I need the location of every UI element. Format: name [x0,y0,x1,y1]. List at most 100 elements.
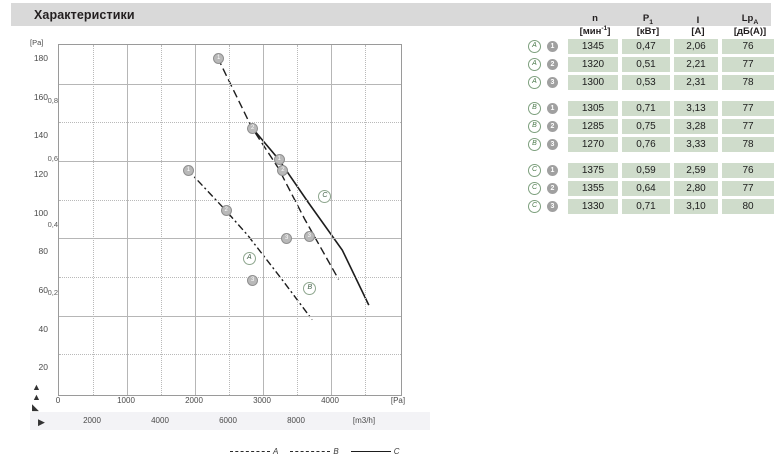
legend-swatch-b [290,451,331,452]
cell-lpa: 77 [722,100,774,116]
x-axis-arrow-icon: ▶ [38,417,45,427]
x-axis-secondary-tick: 4000 [151,416,169,425]
table-row[interactable]: A 1 1345 0,47 2,06 76 [520,38,778,54]
legend-swatch-c [350,451,391,452]
table-header-row: n [мин-1] P1 [кВт] I [A] LpA [дБ(A)] [520,0,778,38]
cell-p1: 0,71 [622,198,670,214]
table-header-n-label: n [592,13,598,24]
legend-label-b: B [333,447,339,456]
curve-letter-badge: A [528,75,541,89]
cell-n: 1355 [568,180,618,196]
x-axis-tick: [Pa] [390,396,406,405]
cell-n: 1270 [568,136,618,152]
x-axis-tick: 1000 [117,396,135,405]
gridline-horizontal [59,277,401,278]
cell-lpa: 80 [722,198,774,214]
y-axis-tick: 120 [33,169,48,179]
operating-point-marker: 1 [273,154,285,166]
cell-i: 2,59 [674,162,718,178]
curve-letter-badge: C [528,199,541,213]
x-axis-tick: 2000 [185,396,203,405]
cell-n: 1285 [568,118,618,134]
y-axis-tick: 40 [38,323,48,334]
operating-point-marker: 3 [281,232,293,244]
cell-i: 2,80 [674,180,718,196]
x-axis-tick: 3000 [253,396,271,405]
speed-step-badge: 3 [547,200,558,212]
chart-legend: A B C [230,447,399,456]
table-row[interactable]: A 3 1300 0,53 2,31 78 [520,74,778,90]
cell-lpa: 76 [722,38,774,54]
page-title: Характеристики [34,8,135,22]
table-header-p1: P1 [кВт] [622,13,674,38]
legend-swatch-a [230,451,270,452]
curve-letter-badge: C [528,181,541,195]
gridline-horizontal [59,161,401,162]
speed-step-badge: 2 [547,182,558,194]
gridline-vertical [331,45,332,395]
x-axis-secondary-tick: [m3/h] [352,416,376,425]
curve-a [186,169,313,321]
table-header-lpa: LpA [дБ(A)] [722,13,778,38]
speed-step-badge: 1 [547,164,558,176]
curve-letter-badge: B [528,119,541,133]
table-group-spacer [520,92,778,100]
cell-p1: 0,47 [622,38,670,54]
table-row[interactable]: C 3 1330 0,71 3,10 80 [520,198,778,214]
cell-i: 3,28 [674,118,718,134]
table-row[interactable]: C 1 1375 0,59 2,59 76 [520,162,778,178]
operating-point-marker: 1 [182,165,194,177]
curve-letter-badge: C [528,163,541,177]
cell-i: 3,10 [674,198,718,214]
table-header-lpa-label: LpA [741,13,759,27]
table-header-n-unit: [мин-1] [579,24,611,38]
table-row[interactable]: C 2 1355 0,64 2,80 77 [520,180,778,196]
speed-step-badge: 2 [547,58,558,70]
cell-p1: 0,76 [622,136,670,152]
gridline-horizontal [59,238,401,240]
table-row[interactable]: A 2 1320 0,51 2,21 77 [520,56,778,72]
table-row[interactable]: B 3 1270 0,76 3,33 78 [520,136,778,152]
cell-n: 1305 [568,100,618,116]
cell-p1: 0,53 [622,74,670,90]
y-axis-unit-label: [Pa] [30,38,44,47]
performance-chart: [Pa] 180 160 140 120 100 80 60 40 20 0,8 0,6 0,4 0,… [0,30,460,456]
cell-lpa: 77 [722,56,774,72]
table-header-p1-label: P1 [642,13,654,27]
table-row[interactable]: B 1 1305 0,71 3,13 77 [520,100,778,116]
speed-step-badge: 1 [547,40,558,52]
y-axis-tick: 140 [33,130,48,141]
cell-n: 1345 [568,38,618,54]
cell-n: 1300 [568,74,618,90]
table-group-spacer [520,154,778,162]
table-row[interactable]: B 2 1285 0,75 3,28 77 [520,118,778,134]
gridline-vertical [195,45,196,395]
cell-i: 3,13 [674,100,718,116]
table-header-i-label: I [696,15,700,27]
cell-p1: 0,75 [622,118,670,134]
cell-p1: 0,71 [622,100,670,116]
y-axis-tick: 60 [38,285,48,295]
y-axis-arrow-down-icon: ◣ [32,402,39,412]
legend-item-a: A [230,447,278,456]
gridline-vertical [263,45,264,395]
table-body: A 1 1345 0,47 2,06 76 A 2 1320 0,51 2,21 77 A 3 1300 0,… [520,38,778,214]
operating-point-marker: 3 [303,230,315,242]
x-axis-secondary-tick-labels: 2000 4000 6000 8000 [m3/h] [0,416,430,432]
panel-title-bar: Характеристики [11,3,771,26]
legend-label-c: C [393,447,400,456]
speed-step-badge: 3 [547,138,558,150]
x-axis-secondary-tick: 2000 [83,416,101,425]
cell-p1: 0,59 [622,162,670,178]
gridline-vertical [161,45,162,395]
operating-point-marker: 2 [247,122,259,134]
table-header-lpa-unit: [дБ(A)] [733,26,767,38]
y-axis-arrow-up-icon: ▲ [32,382,41,392]
